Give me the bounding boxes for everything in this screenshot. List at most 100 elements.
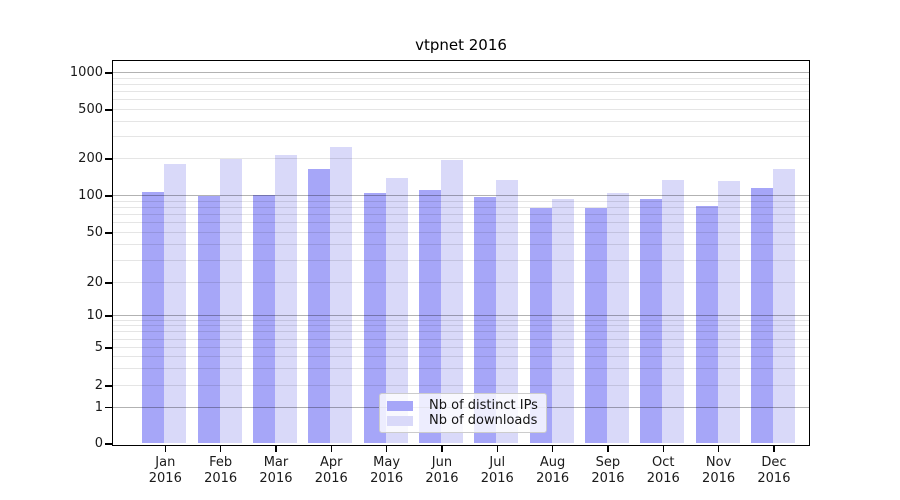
minor-gridline <box>113 214 809 216</box>
bar-distinct-ips-apr <box>308 169 331 443</box>
x-tick-mark <box>275 446 277 452</box>
minor-gridline <box>113 347 809 348</box>
minor-gridline <box>113 368 809 370</box>
minor-gridline <box>113 77 809 79</box>
bar-downloads-jan <box>164 163 187 443</box>
minor-gridline <box>113 331 809 333</box>
x-tick-label-month: Sep <box>595 455 621 470</box>
bar-distinct-ips-jul <box>474 196 497 443</box>
x-tick-mark <box>717 446 720 452</box>
x-tick-label-year: 2016 <box>148 471 182 486</box>
x-tick-label-year: 2016 <box>425 471 459 486</box>
x-tick-label-month: Aug <box>539 455 566 470</box>
y-tick-label: 0 <box>94 436 103 451</box>
y-tick-label: 500 <box>78 102 103 117</box>
major-gridline <box>113 195 809 196</box>
y-tick-label: 10 <box>86 308 103 323</box>
bar-downloads-jul <box>496 180 519 443</box>
x-tick-label-year: 2016 <box>370 471 404 486</box>
x-tick-label-year: 2016 <box>646 471 680 486</box>
minor-gridline <box>113 99 809 101</box>
minor-gridline <box>113 232 809 233</box>
legend-entry-label: Nb of distinct IPs <box>429 398 538 413</box>
y-tick-label: 20 <box>86 275 103 290</box>
legend-entry: Nb of distinct IPs <box>387 398 539 413</box>
minor-gridline <box>113 319 809 321</box>
x-tick-label-month: Apr <box>320 455 343 470</box>
minor-gridline <box>113 91 809 93</box>
y-tick-label: 1000 <box>69 65 103 80</box>
y-tick-mark <box>105 158 112 160</box>
plot-area <box>112 60 810 446</box>
x-tick-label-year: 2016 <box>757 471 791 486</box>
bar-downloads-dec <box>772 169 795 443</box>
x-tick-label-month: Feb <box>209 455 233 470</box>
x-tick-label-month: Jan <box>155 455 176 470</box>
x-tick-mark <box>164 446 167 452</box>
y-tick-mark <box>105 443 112 445</box>
y-tick-label: 200 <box>78 151 103 166</box>
y-tick-label: 2 <box>94 378 103 393</box>
bar-downloads-apr <box>330 147 353 443</box>
legend-entry: Nb of downloads <box>387 413 539 428</box>
x-tick-mark <box>441 446 443 452</box>
x-tick-label-month: Oct <box>652 455 675 470</box>
x-tick-mark <box>773 446 775 452</box>
major-gridline <box>113 72 809 73</box>
bar-downloads-may <box>385 178 408 443</box>
legend-swatch-icon <box>387 400 413 411</box>
bar-distinct-ips-jun <box>418 189 441 443</box>
bar-downloads-nov <box>717 181 740 443</box>
minor-gridline <box>113 282 809 283</box>
minor-gridline <box>113 385 809 386</box>
minor-gridline <box>113 356 809 358</box>
x-tick-mark <box>330 446 333 452</box>
x-tick-label-month: Jul <box>489 455 506 470</box>
x-tick-label-year: 2016 <box>314 471 348 486</box>
x-tick-label-month: Dec <box>761 455 787 470</box>
minor-gridline <box>113 338 809 340</box>
legend-entry-label: Nb of downloads <box>429 413 538 428</box>
x-tick-label-year: 2016 <box>536 471 570 486</box>
x-tick-label-month: Jun <box>431 455 453 470</box>
x-tick-label-year: 2016 <box>259 471 293 486</box>
bar-distinct-ips-jan <box>142 192 165 443</box>
x-tick-mark <box>496 446 499 452</box>
y-tick-label: 5 <box>94 340 103 355</box>
y-tick-mark <box>105 282 112 284</box>
bar-distinct-ips-mar <box>252 195 275 443</box>
minor-gridline <box>113 136 809 138</box>
minor-gridline <box>113 222 809 224</box>
bar-distinct-ips-may <box>363 193 386 443</box>
x-tick-mark <box>551 446 554 452</box>
minor-gridline <box>113 109 809 110</box>
x-tick-mark <box>607 446 609 452</box>
minor-gridline <box>113 244 809 246</box>
minor-gridline <box>113 120 809 122</box>
minor-gridline <box>113 325 809 327</box>
x-tick-label-year: 2016 <box>591 471 625 486</box>
bar-downloads-jun <box>440 160 463 443</box>
legend: Nb of distinct IPs Nb of downloads <box>379 393 547 433</box>
bar-downloads-sep <box>606 193 629 443</box>
bar-distinct-ips-nov <box>695 205 718 443</box>
x-tick-mark <box>219 446 222 452</box>
y-tick-mark <box>105 347 112 349</box>
y-tick-label: 50 <box>86 225 103 240</box>
y-tick-mark <box>105 385 112 387</box>
y-tick-label: 100 <box>78 188 103 203</box>
bar-distinct-ips-dec <box>750 187 773 443</box>
major-gridline <box>113 315 809 316</box>
x-tick-label-year: 2016 <box>480 471 514 486</box>
minor-gridline <box>113 200 809 202</box>
bar-downloads-oct <box>662 180 685 443</box>
minor-gridline <box>113 158 809 159</box>
y-tick-mark <box>105 72 112 74</box>
x-tick-label-year: 2016 <box>204 471 238 486</box>
x-tick-label-year: 2016 <box>702 471 736 486</box>
bar-downloads-feb <box>219 158 242 443</box>
bar-distinct-ips-feb <box>197 195 220 443</box>
minor-gridline <box>113 206 809 208</box>
x-tick-mark <box>385 446 388 452</box>
